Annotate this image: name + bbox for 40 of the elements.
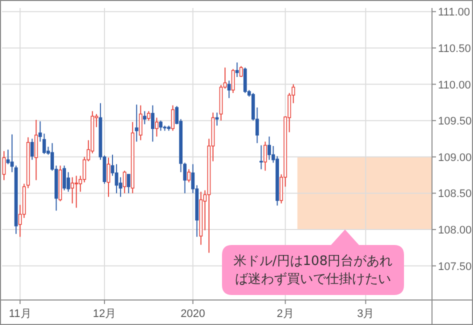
candlestick — [30, 138, 34, 160]
candlestick — [74, 175, 78, 208]
x-tick-label: 2020 — [180, 308, 206, 320]
candlestick — [62, 165, 66, 191]
candlestick — [227, 80, 231, 99]
candlestick — [159, 120, 162, 132]
candlestick — [126, 174, 130, 194]
y-tick-label: 107.50 — [438, 260, 472, 273]
candlestick — [231, 68, 235, 94]
y-tick-label: 109.50 — [438, 116, 472, 128]
candlestick — [243, 67, 247, 94]
candlestick — [264, 141, 267, 172]
y-tick-label: 108.00 — [438, 224, 472, 237]
candlestick — [235, 62, 239, 78]
x-tick-label: 12月 — [92, 308, 116, 320]
candlestick — [34, 119, 38, 181]
y-tick-label: 110.00 — [438, 79, 471, 92]
candlestick — [138, 104, 142, 141]
candlestick — [142, 110, 146, 125]
y-tick-label: 111.00 — [438, 6, 470, 19]
annotation: 米ドル/円は108円台があれば迷わず買いで仕掛けたい — [233, 254, 393, 287]
candlestick — [187, 168, 191, 183]
x-tick-label: 3月 — [357, 308, 374, 320]
candlestick — [268, 136, 271, 160]
candlestick — [146, 110, 150, 122]
y-tick-label: 108.50 — [438, 188, 472, 200]
candlestick — [42, 133, 46, 154]
candlestick — [122, 170, 126, 194]
y-tick-label: 110.50 — [438, 42, 471, 55]
x-tick-label: 2月 — [276, 308, 294, 320]
candlestick — [150, 104, 154, 142]
candlestick — [118, 176, 122, 198]
candlestick — [239, 66, 243, 78]
candlestick — [134, 104, 138, 142]
candlestick — [155, 117, 158, 138]
candlestick — [260, 144, 263, 170]
x-tick-label: 11月 — [8, 308, 32, 320]
candlestick — [171, 104, 174, 132]
y-tick-label: 109.00 — [438, 152, 472, 164]
candlestick — [70, 176, 74, 204]
